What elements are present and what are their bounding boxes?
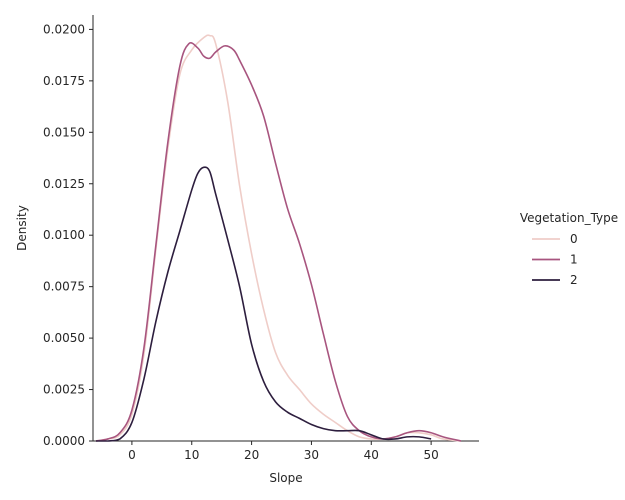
y-tick-label: 0.0050: [43, 331, 85, 345]
series-line-1: [95, 42, 462, 442]
y-tick-label: 0.0125: [43, 177, 85, 191]
legend-label-1: 1: [570, 253, 578, 267]
series-line-0: [95, 34, 462, 442]
legend-label-2: 2: [570, 273, 578, 287]
legend-label-0: 0: [570, 232, 578, 246]
x-tick-label: 30: [304, 448, 319, 462]
x-tick-label: 10: [184, 448, 199, 462]
y-tick-label: 0.0000: [43, 434, 85, 448]
legend-title: Vegetation_Type: [520, 211, 618, 225]
y-tick-label: 0.0075: [43, 280, 85, 294]
y-tick-label: 0.0025: [43, 383, 85, 397]
x-tick-label: 20: [244, 448, 259, 462]
y-tick-label: 0.0100: [43, 228, 85, 242]
series-layer: [95, 34, 462, 442]
x-tick-label: 0: [128, 448, 136, 462]
x-axis-label: Slope: [269, 471, 302, 485]
x-tick-label: 50: [423, 448, 438, 462]
x-tick-label: 40: [364, 448, 379, 462]
axes: 0 10 20 30 40 50 0.0000 0.0025 0.0050 0.0075 0.010…: [15, 15, 479, 485]
series-line-2: [95, 166, 432, 442]
y-tick-label: 0.0200: [43, 22, 85, 36]
legend: Vegetation_Type 0 1 2: [520, 211, 618, 287]
y-axis-label: Density: [15, 205, 29, 251]
y-tick-label: 0.0150: [43, 125, 85, 139]
y-tick-label: 0.0175: [43, 74, 85, 88]
